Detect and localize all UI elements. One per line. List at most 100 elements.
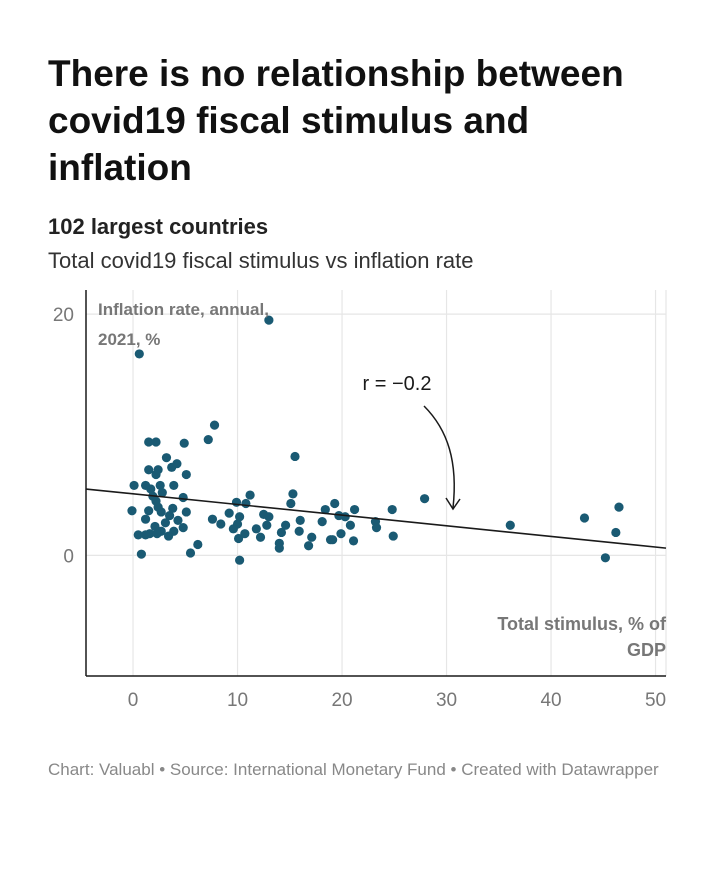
trendline-group — [85, 488, 667, 549]
data-point — [178, 492, 188, 503]
data-point — [388, 531, 398, 541]
data-point — [203, 434, 213, 445]
data-point — [163, 531, 174, 541]
data-point — [241, 498, 251, 509]
data-point — [264, 512, 274, 522]
data-point — [281, 520, 291, 530]
data-point — [216, 519, 226, 529]
annotation-arrowhead — [445, 497, 461, 511]
data-point — [231, 497, 242, 507]
data-point — [286, 498, 296, 509]
chart-title: There is no relationship between covid19… — [48, 53, 624, 188]
data-point — [140, 530, 151, 540]
data-point — [173, 515, 183, 525]
data-point — [274, 543, 284, 553]
x-tick-label: 40 — [540, 690, 561, 711]
data-point — [600, 553, 610, 563]
data-point — [165, 510, 175, 521]
x-tick-label: 50 — [645, 690, 666, 711]
scatter-plot: 0 10 20 30 40 50 0 20 Inflation rate, annual, 2… — [53, 290, 667, 711]
data-point — [167, 462, 177, 472]
data-point — [295, 515, 305, 525]
y-tick-label: 0 — [63, 546, 74, 567]
data-point — [328, 535, 338, 545]
data-point — [193, 539, 203, 550]
data-point — [209, 420, 220, 430]
data-point — [264, 315, 274, 325]
trendline — [85, 488, 667, 549]
data-point — [330, 498, 340, 509]
annotation-arrow — [423, 405, 455, 509]
data-point — [245, 490, 255, 500]
data-point — [276, 527, 287, 538]
data-point — [317, 517, 327, 527]
x-axis-title-line1: Total stimulus, % of — [497, 614, 667, 634]
data-point — [235, 555, 245, 565]
x-tick-label: 30 — [436, 690, 457, 711]
data-point — [207, 514, 218, 524]
x-axis-title-line2: GDP — [627, 640, 666, 660]
x-tick-label: 10 — [227, 690, 248, 711]
data-point — [144, 437, 154, 447]
data-point — [611, 527, 621, 538]
data-point — [150, 521, 160, 532]
data-point — [169, 480, 179, 491]
data-point — [255, 532, 266, 542]
data-point — [294, 526, 304, 536]
data-point — [144, 506, 154, 516]
data-point — [240, 529, 250, 539]
data-point — [224, 508, 234, 518]
data-point — [179, 438, 189, 448]
data-point — [345, 520, 355, 530]
data-point — [340, 512, 350, 522]
data-point — [505, 520, 515, 530]
data-point — [349, 504, 360, 515]
data-point — [288, 489, 298, 499]
data-point — [151, 469, 161, 480]
correlation-annotation: r = −0.2 — [363, 373, 432, 395]
y-axis-title-line1: Inflation rate, annual, — [98, 300, 269, 319]
data-point — [161, 453, 172, 463]
y-tick-label: 20 — [53, 305, 74, 326]
data-point — [151, 437, 161, 447]
data-point — [152, 529, 162, 539]
y-axis-title-line2: 2021, % — [98, 330, 160, 349]
data-point — [336, 529, 346, 539]
data-point — [157, 488, 167, 498]
data-point — [140, 514, 151, 524]
chart-description: Total covid19 fiscal stimulus vs inflati… — [48, 248, 474, 273]
data-point — [185, 548, 196, 558]
data-point — [419, 494, 430, 504]
data-point — [181, 507, 191, 517]
data-point — [144, 465, 154, 475]
chart-subtitle: 102 largest countries — [48, 214, 269, 239]
data-point — [387, 504, 397, 515]
data-point — [168, 503, 178, 513]
data-point — [233, 533, 244, 544]
data-point — [127, 506, 137, 516]
data-point — [156, 507, 166, 517]
data-point — [133, 530, 143, 540]
x-tick-label: 20 — [331, 690, 352, 711]
x-tick-label: 0 — [128, 690, 139, 711]
data-point — [181, 469, 191, 480]
data-point — [235, 512, 245, 522]
data-point — [136, 549, 146, 559]
data-point — [155, 480, 165, 491]
tick-labels: 0 10 20 30 40 50 0 20 — [53, 305, 666, 711]
data-point — [228, 524, 238, 534]
data-point — [290, 451, 300, 462]
data-point — [348, 536, 359, 546]
data-point — [579, 513, 590, 523]
data-point — [303, 541, 314, 551]
data-point — [146, 484, 156, 494]
data-point — [320, 504, 330, 515]
data-points — [127, 315, 624, 565]
data-point — [134, 349, 144, 359]
axes — [85, 290, 666, 677]
data-point — [129, 480, 139, 491]
data-point — [614, 502, 624, 512]
data-point — [160, 518, 171, 528]
data-point — [307, 532, 317, 542]
